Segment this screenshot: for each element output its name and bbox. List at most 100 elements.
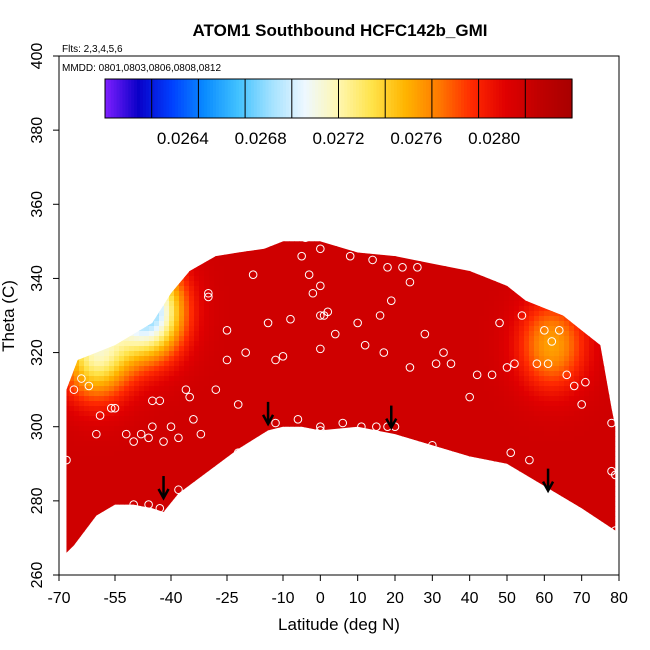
sample-point bbox=[166, 422, 176, 432]
x-tick-label: -55 bbox=[103, 590, 126, 607]
sample-point bbox=[554, 326, 564, 335]
sample-point bbox=[330, 329, 340, 339]
sample-point bbox=[525, 455, 534, 465]
sample-point bbox=[316, 244, 325, 254]
colorbar-swatch bbox=[192, 79, 197, 118]
sample-point bbox=[405, 277, 415, 287]
x-tick-label: 60 bbox=[535, 590, 553, 607]
sample-point bbox=[110, 507, 120, 517]
sample-point bbox=[480, 459, 489, 469]
colorbar-swatch bbox=[110, 79, 115, 118]
x-tick-label: -10 bbox=[271, 590, 294, 607]
x-tick-label: 80 bbox=[610, 590, 628, 607]
sample-point bbox=[450, 455, 460, 465]
colorbar-swatch bbox=[358, 79, 363, 118]
sample-point bbox=[204, 474, 213, 483]
colorbar-swatch bbox=[116, 79, 121, 118]
colorbar-swatch bbox=[379, 79, 383, 118]
y-tick-label: 340 bbox=[29, 265, 46, 292]
down-arrow bbox=[261, 401, 275, 427]
sample-point bbox=[569, 381, 579, 391]
sample-point bbox=[316, 344, 325, 354]
sample-point bbox=[106, 403, 116, 413]
colorbar-swatch bbox=[469, 79, 474, 118]
colorbar-tick-label: 0.0264 bbox=[157, 129, 209, 148]
colorbar-swatch bbox=[455, 79, 459, 118]
sample-point bbox=[248, 270, 258, 280]
colorbar-swatch bbox=[236, 79, 240, 118]
sample-point bbox=[293, 415, 303, 424]
sample-point bbox=[353, 318, 362, 328]
colorbar-swatch bbox=[414, 79, 418, 118]
colorbar-swatch bbox=[201, 79, 205, 118]
sample-point bbox=[431, 359, 441, 368]
colorbar-swatch bbox=[356, 79, 360, 118]
colorbar-swatch bbox=[443, 79, 448, 118]
colorbar-swatch bbox=[376, 79, 380, 118]
colorbar-swatch bbox=[154, 79, 159, 118]
colorbar-tick-label: 0.0272 bbox=[313, 129, 365, 148]
x-tick-label: 30 bbox=[423, 590, 441, 607]
colorbar-swatch bbox=[507, 79, 512, 118]
sample-point bbox=[144, 433, 153, 443]
sample-point bbox=[286, 314, 295, 324]
y-tick-label: 280 bbox=[29, 487, 46, 514]
sample-point bbox=[174, 485, 183, 495]
sample-point bbox=[323, 307, 333, 317]
y-tick-label: 380 bbox=[29, 117, 46, 144]
sample-point bbox=[510, 359, 519, 368]
sample-point bbox=[607, 418, 616, 428]
sample-point bbox=[413, 263, 422, 272]
colorbar-swatch bbox=[309, 79, 313, 118]
colorbar-swatch bbox=[449, 79, 453, 118]
colorbar-swatch bbox=[510, 79, 515, 118]
colorbar-swatch bbox=[163, 79, 167, 118]
colorbar-swatch bbox=[280, 79, 284, 118]
sample-point bbox=[506, 448, 516, 457]
colorbar-swatch bbox=[207, 79, 211, 118]
colorbar-swatch bbox=[142, 79, 147, 118]
colorbar-swatch bbox=[516, 79, 521, 118]
colorbar-swatch bbox=[504, 79, 509, 118]
colorbar-swatch bbox=[329, 79, 334, 118]
sample-point bbox=[301, 233, 310, 242]
sample-point bbox=[386, 296, 396, 305]
sample-points bbox=[62, 233, 620, 535]
colorbar-swatch bbox=[107, 79, 112, 118]
colorbar-swatch bbox=[466, 79, 471, 118]
colorbar-swatch bbox=[484, 79, 488, 118]
colorbar-swatch bbox=[204, 79, 208, 118]
colorbar-swatch bbox=[230, 79, 235, 118]
colorbar-swatch bbox=[242, 79, 246, 118]
colorbar-swatch bbox=[446, 79, 451, 118]
colorbar-swatch bbox=[399, 79, 404, 118]
colorbar-swatch bbox=[265, 79, 270, 118]
y-tick-label: 320 bbox=[29, 339, 46, 366]
colorbar-tick-label: 0.0276 bbox=[390, 129, 442, 148]
x-tick-label: 70 bbox=[573, 590, 591, 607]
colorbar-swatch bbox=[300, 79, 305, 118]
colorbar-swatch bbox=[195, 79, 199, 118]
colorbar-swatch bbox=[294, 79, 299, 118]
sample-point bbox=[304, 270, 314, 280]
sample-point bbox=[439, 348, 448, 357]
sample-point bbox=[577, 400, 586, 409]
colorbar-swatch bbox=[169, 79, 173, 118]
colorbar-swatch bbox=[519, 79, 523, 118]
sample-point bbox=[360, 340, 370, 350]
chart-title: ATOM1 Southbound HCFC142b_GMI bbox=[193, 21, 488, 40]
sample-point bbox=[316, 422, 325, 432]
colorbar-swatch bbox=[344, 79, 348, 118]
colorbar-swatch bbox=[522, 79, 526, 118]
colorbar-swatch bbox=[569, 79, 573, 118]
sample-point bbox=[547, 337, 557, 346]
colorbar-swatch bbox=[461, 79, 465, 118]
colorbar-swatch bbox=[440, 79, 445, 118]
colorbar-swatch bbox=[172, 79, 176, 118]
colorbar-swatch bbox=[437, 79, 442, 118]
colorbar-swatch bbox=[148, 79, 153, 118]
colorbar-swatch bbox=[405, 79, 410, 118]
colorbar-swatch bbox=[490, 79, 494, 118]
x-tick-label: 0 bbox=[316, 590, 325, 607]
sample-point bbox=[338, 418, 348, 428]
